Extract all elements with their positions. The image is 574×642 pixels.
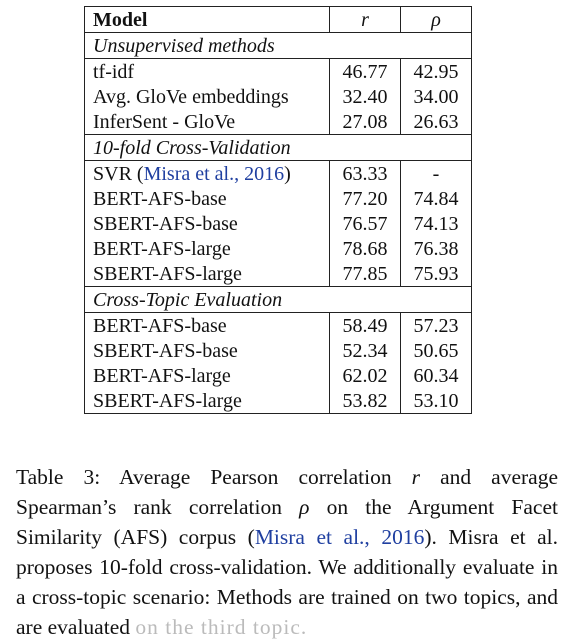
model-cell: SBERT-AFS-base bbox=[84, 338, 330, 363]
r-cell: 32.40 bbox=[329, 84, 401, 109]
model-cell: SBERT-AFS-base bbox=[84, 211, 330, 236]
caption-faded-text: on the third topic. bbox=[135, 614, 308, 639]
r-cell: 53.82 bbox=[329, 388, 401, 414]
rho-cell: 42.95 bbox=[400, 58, 472, 84]
r-cell: 77.20 bbox=[329, 186, 401, 211]
rho-cell: 50.65 bbox=[400, 338, 472, 363]
model-cell: InferSent - GloVe bbox=[84, 109, 330, 135]
model-cell: BERT-AFS-base bbox=[84, 312, 330, 338]
model-cell: Avg. GloVe embeddings bbox=[84, 84, 330, 109]
model-cell: SBERT-AFS-large bbox=[84, 261, 330, 287]
section-title: Cross-Topic Evaluation bbox=[84, 286, 472, 313]
model-cell: BERT-AFS-large bbox=[84, 236, 330, 261]
header-r: r bbox=[329, 6, 401, 33]
section-row: Cross-Topic Evaluation bbox=[84, 286, 472, 313]
table-row: tf-idf 46.77 42.95 bbox=[84, 58, 472, 84]
citation-link[interactable]: Misra et al., 2016 bbox=[143, 162, 285, 185]
table-row: SBERT-AFS-large 77.85 75.93 bbox=[84, 261, 472, 287]
table-row: SVR (Misra et al., 2016) 63.33 - bbox=[84, 160, 472, 186]
section-row: Unsupervised methods bbox=[84, 32, 472, 59]
rho-cell: 76.38 bbox=[400, 236, 472, 261]
model-cell: BERT-AFS-large bbox=[84, 363, 330, 388]
caption-text: and average Spearman’s rank correlation bbox=[16, 464, 558, 519]
r-cell: 62.02 bbox=[329, 363, 401, 388]
rho-cell: 60.34 bbox=[400, 363, 472, 388]
model-cell: BERT-AFS-base bbox=[84, 186, 330, 211]
rho-cell: 57.23 bbox=[400, 312, 472, 338]
table-row: SBERT-AFS-base 52.34 50.65 bbox=[84, 338, 472, 363]
model-cell: tf-idf bbox=[84, 58, 330, 84]
r-cell: 58.49 bbox=[329, 312, 401, 338]
rho-cell: - bbox=[400, 160, 472, 186]
r-cell: 76.57 bbox=[329, 211, 401, 236]
caption-rho-symbol: ρ bbox=[299, 494, 310, 519]
table-row: BERT-AFS-large 78.68 76.38 bbox=[84, 236, 472, 261]
rho-cell: 34.00 bbox=[400, 84, 472, 109]
table-row: BERT-AFS-base 77.20 74.84 bbox=[84, 186, 472, 211]
rho-cell: 26.63 bbox=[400, 109, 472, 135]
model-cell: SVR (Misra et al., 2016) bbox=[84, 160, 330, 186]
model-cell: SBERT-AFS-large bbox=[84, 388, 330, 414]
header-model: Model bbox=[84, 6, 330, 33]
model-name: SVR bbox=[93, 162, 132, 185]
table-caption: Table 3: Average Pearson correlation r a… bbox=[16, 462, 558, 642]
caption-r-symbol: r bbox=[411, 464, 421, 489]
table-row: BERT-AFS-base 58.49 57.23 bbox=[84, 312, 472, 338]
section-row: 10-fold Cross-Validation bbox=[84, 134, 472, 161]
table-header-row: Model r ρ bbox=[84, 6, 472, 33]
r-cell: 46.77 bbox=[329, 58, 401, 84]
table-row: SBERT-AFS-base 76.57 74.13 bbox=[84, 211, 472, 236]
caption-citation-link[interactable]: Misra et al., 2016 bbox=[254, 524, 425, 549]
results-table: Model r ρ Unsupervised methods tf-idf 46… bbox=[84, 6, 472, 414]
rho-cell: 74.13 bbox=[400, 211, 472, 236]
table-row: BERT-AFS-large 62.02 60.34 bbox=[84, 363, 472, 388]
r-cell: 78.68 bbox=[329, 236, 401, 261]
rho-cell: 53.10 bbox=[400, 388, 472, 414]
caption-text: on the Argument Facet Similarity (AFS) c… bbox=[16, 494, 558, 549]
r-cell: 77.85 bbox=[329, 261, 401, 287]
rho-cell: 75.93 bbox=[400, 261, 472, 287]
section-title: Unsupervised methods bbox=[84, 32, 472, 59]
table-row: InferSent - GloVe 27.08 26.63 bbox=[84, 109, 472, 135]
caption-text: Table 3: Average Pearson correlation bbox=[16, 464, 412, 489]
r-cell: 63.33 bbox=[329, 160, 401, 186]
header-rho: ρ bbox=[400, 6, 472, 33]
r-cell: 52.34 bbox=[329, 338, 401, 363]
rho-cell: 74.84 bbox=[400, 186, 472, 211]
r-cell: 27.08 bbox=[329, 109, 401, 135]
table-row: SBERT-AFS-large 53.82 53.10 bbox=[84, 388, 472, 414]
table-row: Avg. GloVe embeddings 32.40 34.00 bbox=[84, 84, 472, 109]
section-title: 10-fold Cross-Validation bbox=[84, 134, 472, 161]
